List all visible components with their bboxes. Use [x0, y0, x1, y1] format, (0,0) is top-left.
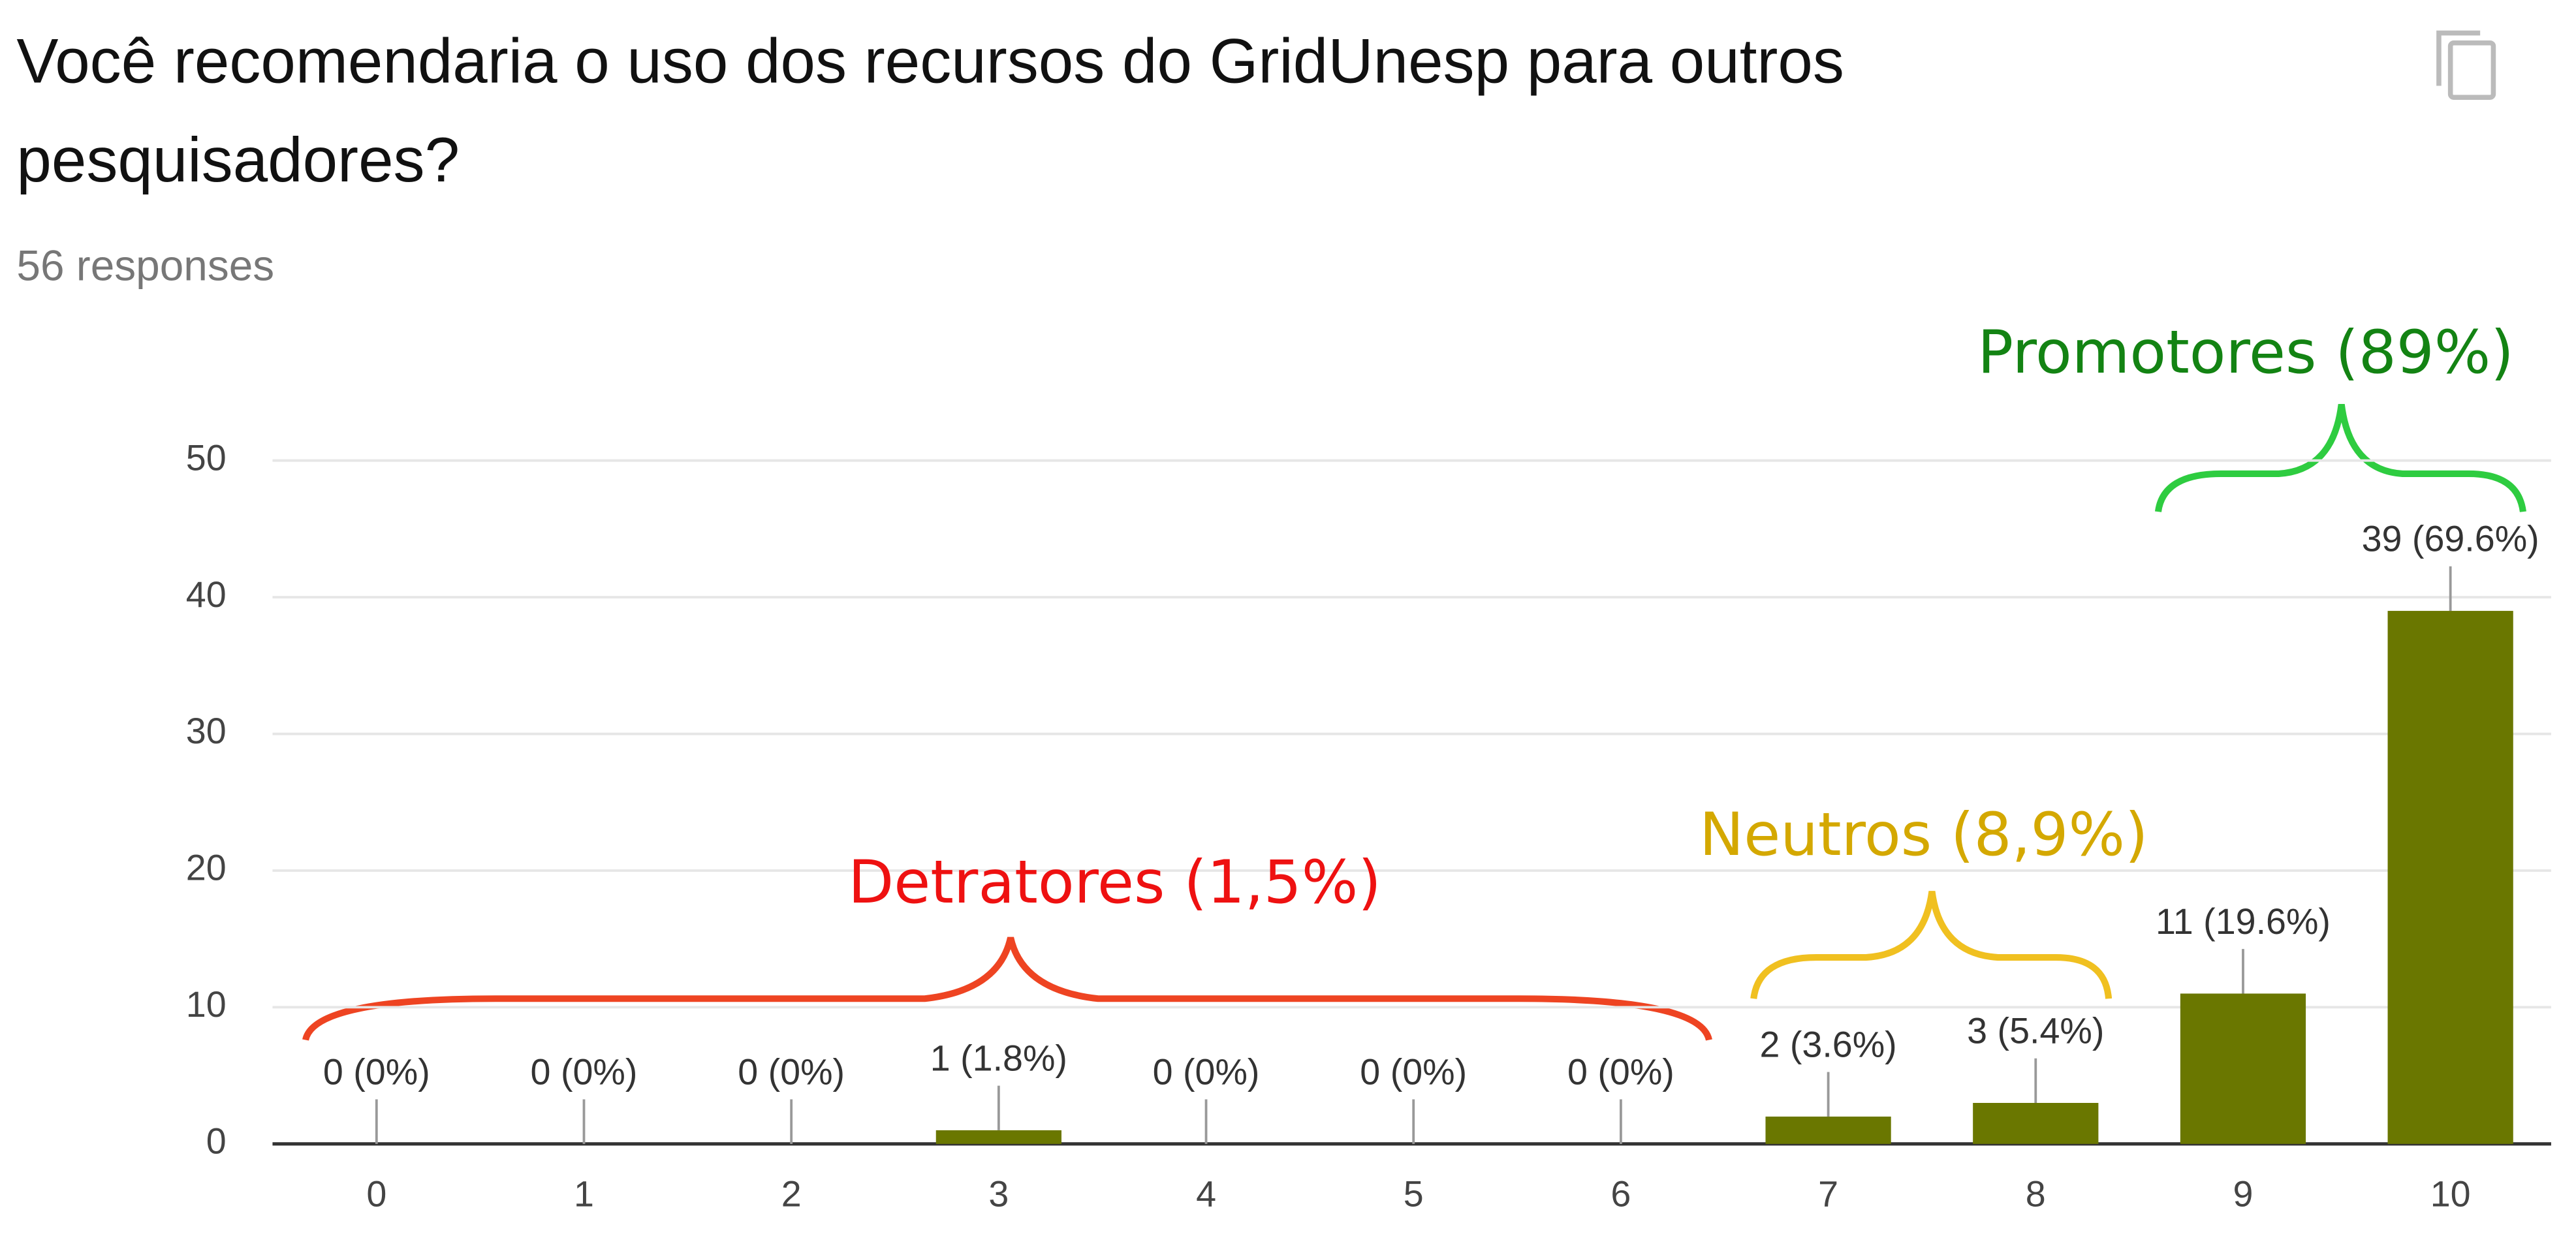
x-tick-label: 7 [1818, 1173, 1838, 1214]
y-tick-label: 40 [186, 574, 227, 615]
x-tick-label: 5 [1404, 1173, 1424, 1214]
y-tick-label: 10 [186, 984, 227, 1025]
bar [2387, 611, 2513, 1144]
value-label: 0 (0%) [323, 1051, 430, 1092]
x-tick-label: 3 [988, 1173, 1009, 1214]
x-tick-label: 1 [574, 1173, 594, 1214]
annotation: Promotores (89%) [1977, 318, 2513, 387]
value-label: 39 (69.6%) [2362, 519, 2539, 559]
bar [2180, 993, 2306, 1144]
y-tick-label: 20 [186, 848, 227, 888]
bar [1765, 1116, 1891, 1144]
subtitle: 56 responses [16, 241, 274, 290]
x-tick-label: 10 [2430, 1173, 2471, 1214]
bar [1973, 1102, 2099, 1144]
y-tick-label: 50 [186, 437, 227, 478]
value-label: 2 (3.6%) [1759, 1024, 1896, 1064]
title-box: Você recomendaria o uso dos recursos do … [16, 27, 1844, 196]
y-tick-label: 0 [206, 1121, 227, 1162]
value-label: 0 (0%) [531, 1051, 638, 1092]
copy-icon[interactable] [2436, 30, 2496, 101]
braces [302, 404, 2526, 1041]
y-tick-label: 30 [186, 711, 227, 751]
bar [935, 1130, 1061, 1144]
x-tick-label: 4 [1196, 1173, 1216, 1214]
value-label: 1 (1.8%) [930, 1038, 1067, 1078]
x-tick-label: 2 [781, 1173, 802, 1214]
x-tick-label: 6 [1610, 1173, 1631, 1214]
value-label: 0 (0%) [1360, 1051, 1467, 1092]
x-tick-label: 9 [2233, 1173, 2253, 1214]
chart-title: Você recomendaria o uso dos recursos do … [16, 27, 1844, 196]
value-label: 0 (0%) [1153, 1051, 1260, 1092]
x-tick-label: 8 [2026, 1173, 2046, 1214]
value-label: 0 (0%) [1567, 1051, 1674, 1092]
value-label: 11 (19.6%) [2156, 901, 2331, 942]
annotation: Detratores (1,5%) [848, 848, 1381, 917]
value-label: 3 (5.4%) [1967, 1010, 2104, 1051]
x-tick-label: 0 [366, 1173, 386, 1214]
value-label: 0 (0%) [738, 1051, 845, 1092]
annotation: Neutros (8,9%) [1699, 800, 2148, 869]
